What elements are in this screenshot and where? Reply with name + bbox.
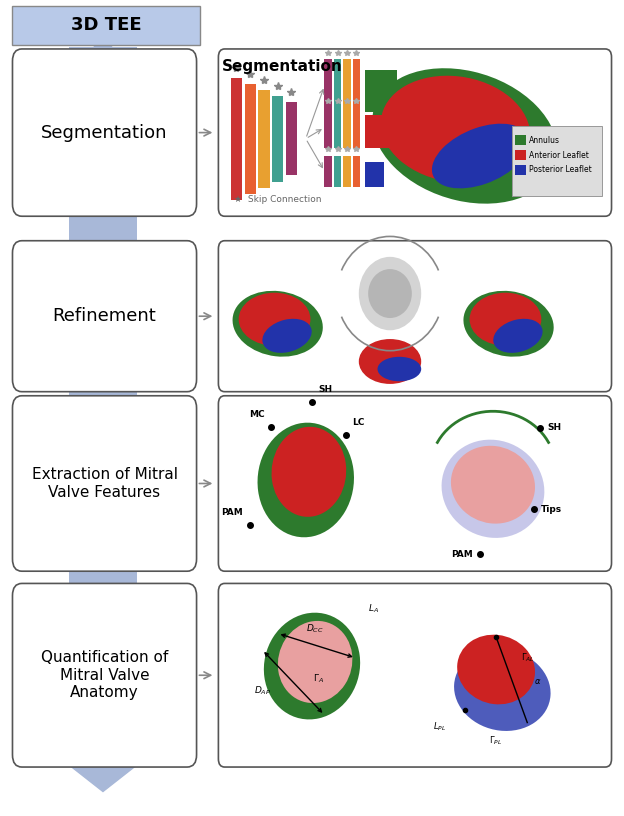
- Ellipse shape: [278, 621, 353, 703]
- Text: $\alpha$: $\alpha$: [534, 677, 541, 686]
- Text: 3D TEE: 3D TEE: [71, 16, 142, 34]
- Text: SH: SH: [318, 385, 333, 394]
- Bar: [272, 96, 283, 182]
- Text: SH: SH: [547, 423, 562, 432]
- Ellipse shape: [238, 293, 311, 346]
- Ellipse shape: [262, 319, 312, 353]
- Text: Segmentation: Segmentation: [222, 59, 343, 73]
- Ellipse shape: [432, 124, 529, 188]
- Ellipse shape: [368, 269, 412, 318]
- Ellipse shape: [493, 319, 543, 353]
- Bar: [353, 60, 360, 113]
- Text: $D_{AP}$: $D_{AP}$: [255, 685, 271, 697]
- Bar: [353, 156, 360, 187]
- FancyBboxPatch shape: [12, 49, 197, 216]
- Text: Refinement: Refinement: [52, 307, 157, 326]
- Ellipse shape: [457, 635, 535, 704]
- Bar: [245, 84, 256, 194]
- Text: Posterior Leaflet: Posterior Leaflet: [529, 165, 592, 175]
- Ellipse shape: [464, 290, 553, 357]
- Bar: [12, 6, 200, 45]
- Bar: [334, 60, 341, 113]
- Bar: [334, 107, 341, 148]
- FancyBboxPatch shape: [218, 396, 612, 571]
- Bar: [324, 156, 332, 187]
- Text: ★  Skip Connection: ★ Skip Connection: [234, 195, 321, 204]
- Ellipse shape: [470, 293, 542, 346]
- Ellipse shape: [359, 339, 421, 384]
- FancyBboxPatch shape: [12, 583, 197, 767]
- FancyBboxPatch shape: [218, 583, 612, 767]
- Bar: [12, 6, 200, 45]
- Text: $L_{PL}$: $L_{PL}$: [433, 721, 446, 733]
- Text: $D_{CC}$: $D_{CC}$: [306, 623, 324, 635]
- Bar: [515, 165, 526, 175]
- Bar: [343, 60, 351, 113]
- Text: Anterior Leaflet: Anterior Leaflet: [529, 150, 588, 160]
- Bar: [343, 107, 351, 148]
- FancyBboxPatch shape: [12, 241, 197, 392]
- Text: Tips: Tips: [541, 504, 562, 514]
- Bar: [69, 47, 137, 763]
- Text: $\Gamma_A$: $\Gamma_A$: [313, 672, 324, 685]
- Text: $\Gamma_{AL}$: $\Gamma_{AL}$: [521, 651, 535, 663]
- Bar: [365, 162, 384, 187]
- Ellipse shape: [373, 69, 557, 204]
- Bar: [334, 156, 341, 187]
- Text: Annulus: Annulus: [529, 135, 560, 145]
- Ellipse shape: [454, 649, 550, 731]
- Ellipse shape: [451, 446, 535, 524]
- Bar: [343, 156, 351, 187]
- Ellipse shape: [442, 440, 544, 538]
- Bar: [324, 107, 332, 148]
- Bar: [258, 90, 270, 188]
- FancyBboxPatch shape: [218, 241, 612, 392]
- Text: LC: LC: [353, 418, 365, 427]
- Bar: [515, 135, 526, 145]
- FancyBboxPatch shape: [218, 49, 612, 216]
- Bar: [231, 78, 242, 200]
- Ellipse shape: [264, 613, 360, 720]
- Text: PAM: PAM: [451, 549, 473, 559]
- Bar: [365, 115, 390, 148]
- Text: $\Gamma_{PL}$: $\Gamma_{PL}$: [489, 734, 503, 747]
- FancyBboxPatch shape: [12, 396, 197, 571]
- Text: Quantification of
Mitral Valve
Anatomy: Quantification of Mitral Valve Anatomy: [41, 650, 168, 700]
- Text: $L_A$: $L_A$: [368, 603, 379, 615]
- Ellipse shape: [233, 290, 323, 357]
- Ellipse shape: [359, 257, 421, 330]
- Text: Extraction of Mitral
Valve Features: Extraction of Mitral Valve Features: [32, 468, 177, 499]
- Ellipse shape: [378, 357, 421, 381]
- Text: Segmentation: Segmentation: [41, 123, 168, 142]
- Bar: [286, 102, 297, 175]
- Text: PAM: PAM: [222, 508, 243, 517]
- Bar: [353, 107, 360, 148]
- Ellipse shape: [381, 76, 530, 183]
- Bar: [515, 150, 526, 160]
- Bar: [365, 70, 397, 113]
- Text: MC: MC: [250, 410, 265, 419]
- Polygon shape: [56, 755, 150, 792]
- Ellipse shape: [258, 423, 354, 537]
- Bar: [512, 126, 602, 196]
- Ellipse shape: [271, 427, 346, 517]
- Bar: [324, 60, 332, 113]
